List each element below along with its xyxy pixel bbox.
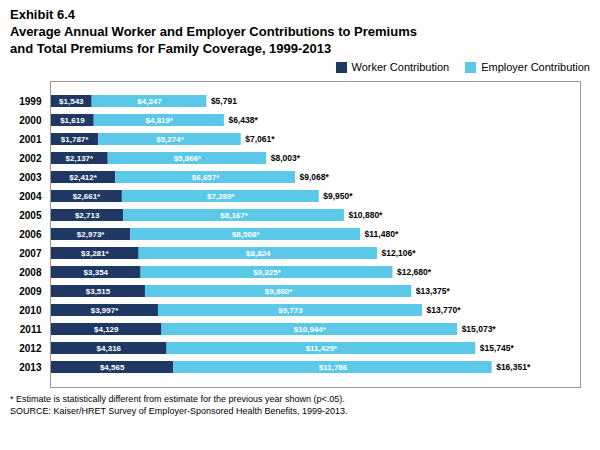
svg-text:$11,786: $11,786 bbox=[319, 363, 348, 372]
svg-text:$5,274*: $5,274* bbox=[156, 135, 184, 144]
svg-text:$13,375*: $13,375* bbox=[416, 286, 451, 296]
svg-text:$9,860*: $9,860* bbox=[265, 287, 293, 296]
svg-text:$12,106*: $12,106* bbox=[381, 248, 416, 258]
svg-text:$4,819*: $4,819* bbox=[146, 116, 174, 125]
svg-text:$9,325*: $9,325* bbox=[253, 268, 281, 277]
svg-text:$2,412*: $2,412* bbox=[69, 173, 97, 182]
svg-text:$2,973*: $2,973* bbox=[77, 230, 105, 239]
svg-text:2007: 2007 bbox=[19, 248, 42, 259]
svg-text:$9,773: $9,773 bbox=[278, 306, 303, 315]
svg-text:2012: 2012 bbox=[19, 343, 42, 354]
svg-text:$1,543: $1,543 bbox=[59, 97, 84, 106]
svg-text:$12,680*: $12,680* bbox=[397, 267, 432, 277]
svg-text:$4,316: $4,316 bbox=[97, 344, 122, 353]
svg-text:$6,657*: $6,657* bbox=[192, 173, 220, 182]
svg-text:$8,003*: $8,003* bbox=[271, 153, 301, 163]
svg-text:$8,167*: $8,167* bbox=[220, 211, 248, 220]
svg-text:$10,944*: $10,944* bbox=[294, 325, 327, 334]
svg-text:$3,997*: $3,997* bbox=[91, 306, 119, 315]
svg-text:2002: 2002 bbox=[19, 153, 42, 164]
svg-text:2013: 2013 bbox=[19, 362, 42, 373]
svg-text:2009: 2009 bbox=[19, 286, 42, 297]
svg-text:$10,880*: $10,880* bbox=[348, 210, 383, 220]
svg-text:$11,480*: $11,480* bbox=[365, 229, 399, 239]
svg-text:$1,787*: $1,787* bbox=[61, 135, 89, 144]
svg-text:2001: 2001 bbox=[19, 134, 42, 145]
html-text:Worker Contribution: Worker Contribution bbox=[351, 61, 450, 73]
svg-text:2011: 2011 bbox=[20, 324, 42, 335]
svg-text:$11,429*: $11,429* bbox=[306, 344, 338, 353]
svg-text:$3,515: $3,515 bbox=[86, 287, 111, 296]
svg-text:$8,508*: $8,508* bbox=[232, 230, 260, 239]
html-text:Employer Contribution: Employer Contribution bbox=[481, 61, 590, 73]
svg-text:2008: 2008 bbox=[19, 267, 42, 278]
html-text:Average Annual Worker and Empl: Average Annual Worker and Employer Contr… bbox=[10, 24, 417, 39]
svg-text:$7,289*: $7,289* bbox=[207, 192, 235, 201]
svg-text:2006: 2006 bbox=[19, 229, 42, 240]
svg-text:$15,745*: $15,745* bbox=[480, 343, 515, 353]
svg-text:$4,129: $4,129 bbox=[94, 325, 119, 334]
svg-text:$2,713: $2,713 bbox=[75, 211, 100, 220]
svg-text:1999: 1999 bbox=[19, 96, 42, 107]
svg-text:$16,351*: $16,351* bbox=[496, 362, 531, 372]
svg-text:$15,073*: $15,073* bbox=[462, 324, 497, 334]
svg-text:2003: 2003 bbox=[19, 172, 42, 183]
svg-text:$9,950*: $9,950* bbox=[323, 191, 353, 201]
svg-text:$2,137*: $2,137* bbox=[66, 154, 94, 163]
svg-text:$8,824: $8,824 bbox=[246, 249, 271, 258]
svg-text:$5,791: $5,791 bbox=[211, 96, 237, 106]
html-text:* Estimate is statistically di: * Estimate is statistically different fr… bbox=[10, 394, 345, 404]
svg-text:2005: 2005 bbox=[19, 210, 42, 221]
html-text:and Total Premiums for Family: and Total Premiums for Family Coverage, … bbox=[10, 41, 332, 56]
svg-text:$5,866*: $5,866* bbox=[174, 154, 202, 163]
svg-text:$13,770*: $13,770* bbox=[426, 305, 461, 315]
svg-text:2010: 2010 bbox=[19, 305, 42, 316]
html-text:Exhibit 6.4: Exhibit 6.4 bbox=[10, 7, 75, 22]
svg-text:$7,061*: $7,061* bbox=[245, 134, 275, 144]
html-text:SOURCE: Kaiser/HRET Survey of: SOURCE: Kaiser/HRET Survey of Employer-S… bbox=[10, 406, 348, 416]
svg-text:$4,565: $4,565 bbox=[100, 363, 125, 372]
svg-text:$4,247: $4,247 bbox=[137, 97, 162, 106]
svg-text:$6,438*: $6,438* bbox=[228, 115, 258, 125]
svg-text:2004: 2004 bbox=[19, 191, 42, 202]
svg-text:$3,281*: $3,281* bbox=[81, 249, 109, 258]
svg-text:$3,354: $3,354 bbox=[84, 268, 109, 277]
svg-text:$9,068*: $9,068* bbox=[299, 172, 329, 182]
svg-text:$2,661*: $2,661* bbox=[73, 192, 101, 201]
svg-text:2000: 2000 bbox=[19, 115, 42, 126]
svg-text:$1,619: $1,619 bbox=[60, 116, 85, 125]
